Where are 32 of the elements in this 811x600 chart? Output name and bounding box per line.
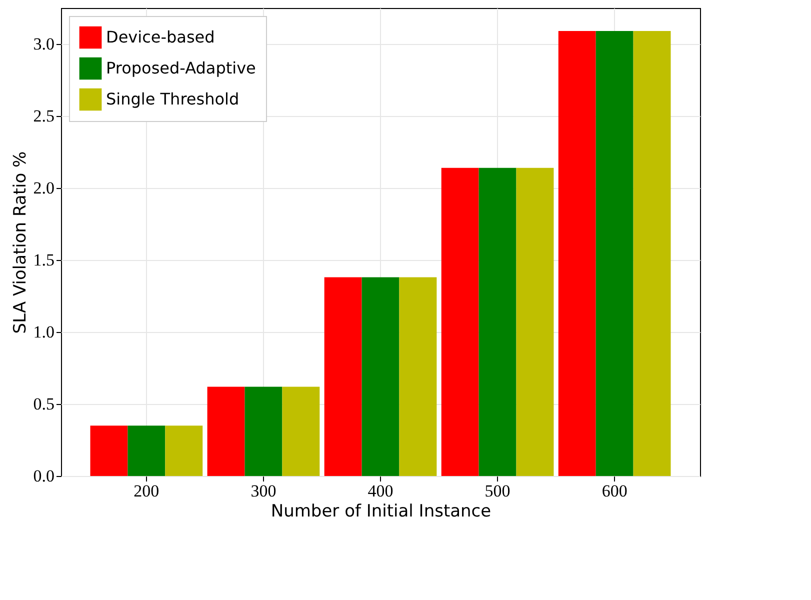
y-tick-label: 2.0 — [33, 178, 54, 198]
bar — [399, 277, 437, 476]
bar — [282, 386, 320, 476]
bar — [516, 168, 554, 476]
bar — [558, 31, 596, 476]
x-tick-label: 500 — [484, 482, 510, 500]
legend-label: Single Threshold — [106, 90, 240, 108]
bar — [324, 277, 362, 476]
bar — [478, 168, 516, 476]
y-tick-label: 1.5 — [33, 250, 54, 270]
bar — [362, 277, 400, 476]
bar — [165, 426, 203, 476]
legend-label: Proposed-Adaptive — [106, 58, 256, 78]
y-tick-label: 2.5 — [33, 106, 54, 126]
y-tick-label: 0.0 — [33, 466, 54, 486]
x-tick-label: 400 — [368, 482, 394, 500]
y-axis-title: SLA Violation Ratio % — [10, 151, 30, 334]
x-tick-label: 600 — [602, 482, 628, 500]
y-tick-label: 3.0 — [33, 34, 54, 54]
bar — [90, 426, 128, 476]
bar — [128, 426, 166, 476]
bar — [441, 168, 479, 476]
x-axis-title: Number of Initial Instance — [270, 502, 492, 522]
y-tick-label: 0.5 — [33, 394, 54, 414]
bar — [244, 386, 282, 476]
bar — [207, 386, 245, 476]
bar — [633, 31, 671, 476]
y-tick-label: 1.0 — [33, 322, 54, 342]
legend-label: Device-based — [106, 28, 215, 46]
x-tick-label: 300 — [250, 482, 276, 500]
x-tick-label: 200 — [134, 482, 160, 500]
bar — [596, 31, 634, 476]
